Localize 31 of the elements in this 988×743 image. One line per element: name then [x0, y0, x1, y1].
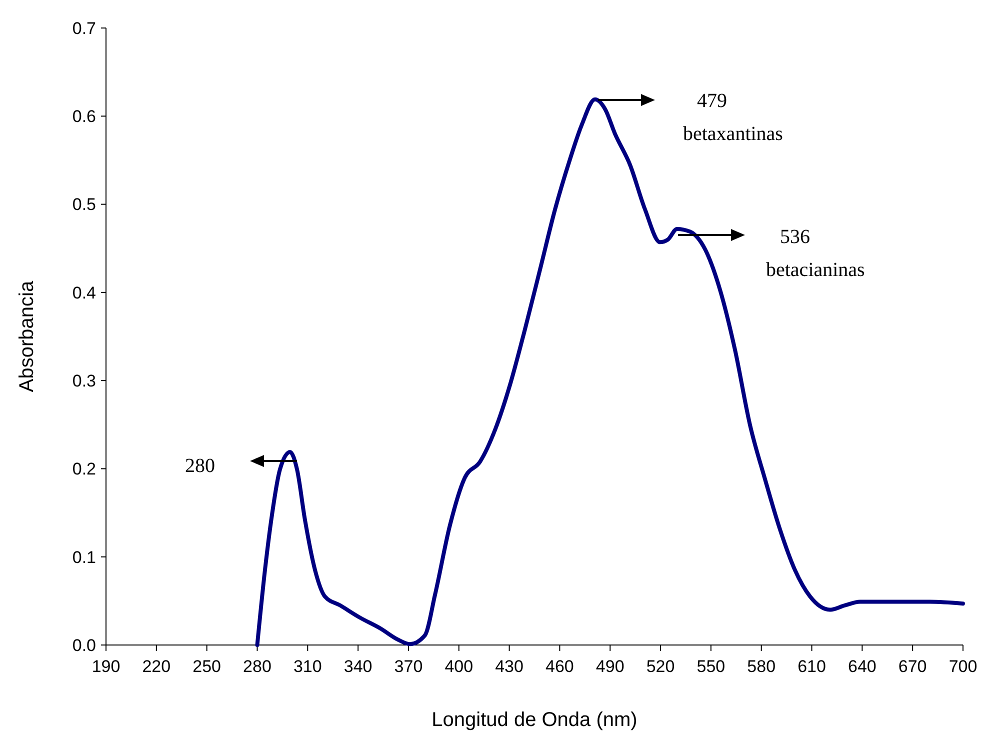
annotation: 280 — [185, 455, 215, 477]
y-tick-label: 0.6 — [72, 107, 96, 126]
y-axis-title: Absorbancia — [16, 280, 38, 392]
x-tick-label: 580 — [747, 657, 776, 676]
annotation: 479 betaxantinas — [683, 90, 784, 145]
x-tick-label: 670 — [898, 657, 927, 676]
y-tick-label: 0.3 — [72, 372, 96, 391]
x-tick-label: 280 — [243, 657, 272, 676]
y-tick-label: 0.0 — [72, 636, 96, 655]
y-tick-label: 0.5 — [72, 195, 96, 214]
x-tick-label: 400 — [444, 657, 474, 676]
x-tick-label: 460 — [546, 657, 574, 676]
y-tick-label: 0.2 — [72, 460, 96, 479]
x-tick-label: 490 — [596, 657, 624, 676]
y-tick-label: 0.1 — [72, 548, 96, 567]
x-axis-title: Longitud de Onda (nm) — [432, 709, 638, 731]
x-tick-label: 550 — [696, 657, 726, 676]
x-tick-label: 340 — [344, 657, 372, 676]
x-tick-label: 310 — [293, 657, 322, 676]
x-tick-label: 430 — [495, 657, 524, 676]
x-tick-label: 370 — [394, 657, 423, 676]
y-tick-label: 0.7 — [72, 18, 96, 38]
x-tick-label: 190 — [92, 657, 120, 676]
x-tick-label: 250 — [192, 657, 222, 676]
x-tick-label: 520 — [646, 657, 675, 676]
x-tick-label: 610 — [798, 657, 826, 676]
annotation: 536 betacianinas — [766, 226, 866, 281]
y-tick-label: 0.4 — [72, 283, 96, 302]
x-tick-label: 640 — [848, 657, 876, 676]
x-tick-label: 220 — [142, 657, 171, 676]
x-tick-label: 700 — [948, 657, 978, 676]
